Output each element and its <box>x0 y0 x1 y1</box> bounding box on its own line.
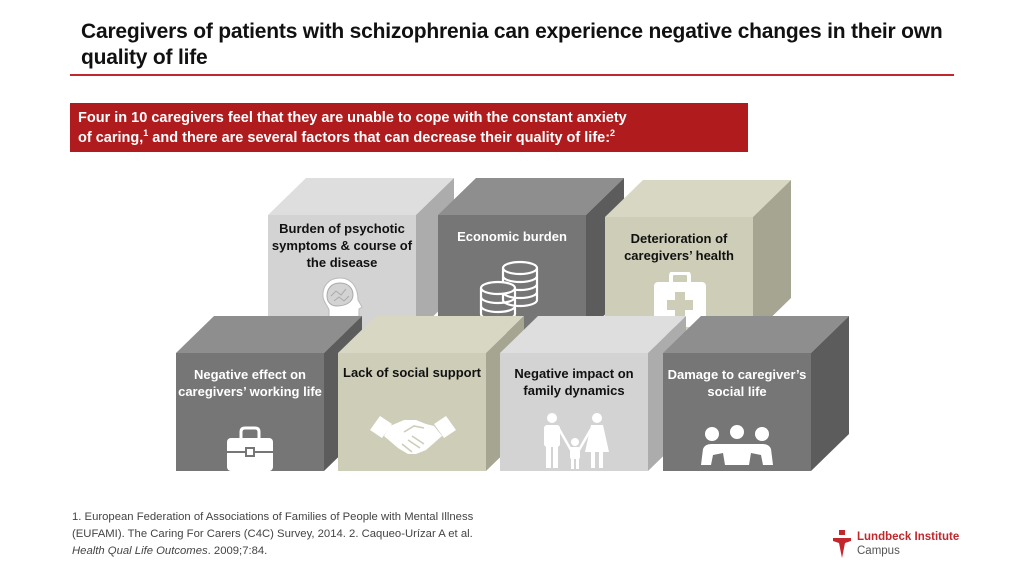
journal-name: Health Qual Life Outcomes <box>72 545 208 557</box>
lundbeck-logo: Lundbeck Institute Campus <box>832 530 972 560</box>
cube-label: Damage to caregiver’s social life <box>667 367 807 399</box>
coin-stacks-icon <box>479 260 539 322</box>
title-divider <box>70 74 954 76</box>
handshake-icon <box>370 416 456 454</box>
cube-label: Burden of psychotic symptoms & course of… <box>271 221 413 270</box>
cube-economic-burden: Economic burden <box>438 178 624 334</box>
callout-line-2a: of caring, <box>78 130 144 146</box>
cube-caregiver-health: Deterioration of caregivers’ health <box>605 180 791 336</box>
cube-social-support: Lack of social support <box>338 316 524 472</box>
callout-line-2b: and there are several factors that can d… <box>148 130 611 146</box>
key-message-callout: Four in 10 caregivers feel that they are… <box>70 103 748 152</box>
family-icon <box>544 413 609 469</box>
reference-2: 2 <box>610 128 616 139</box>
briefcase-icon <box>227 426 273 471</box>
cube-shape <box>605 180 791 335</box>
cube-label: Deterioration of caregivers’ health <box>624 231 734 263</box>
cube-label: Negative effect on caregivers’ working l… <box>178 367 322 399</box>
brain-head-icon <box>322 277 363 329</box>
cube-label: Economic burden <box>457 229 567 244</box>
group-of-people-icon <box>701 425 773 465</box>
logo-sub: Campus <box>857 545 900 557</box>
cube-working-life: Negative effect on caregivers’ working l… <box>176 316 362 472</box>
footnote-line-3: . 2009;7:84. <box>207 545 268 557</box>
footnote-line-2: (EUFAMI). The Caring For Carers (C4C) Su… <box>72 528 473 540</box>
medical-kit-icon <box>654 272 706 327</box>
cube-social-life: Damage to caregiver’s social life <box>663 316 849 472</box>
cube-label: Negative impact on family dynamics <box>514 366 634 398</box>
cube-label: Lack of social support <box>343 365 481 380</box>
reference-1: 1 <box>143 128 149 139</box>
logo-name: Lundbeck Institute <box>857 531 960 543</box>
callout-line-1: Four in 10 caregivers feel that they are… <box>78 110 627 126</box>
references-footnote: 1. European Federation of Associations o… <box>72 509 542 560</box>
cube-family-dynamics: Negative impact on family dynamics <box>500 316 686 472</box>
footnote-line-1: 1. European Federation of Associations o… <box>72 511 474 523</box>
page-title: Caregivers of patients with schizophreni… <box>81 20 943 69</box>
cube-burden-of-symptoms: Burden of psychotic symptoms & course of… <box>268 178 454 334</box>
lundbeck-emblem-icon <box>833 530 851 558</box>
